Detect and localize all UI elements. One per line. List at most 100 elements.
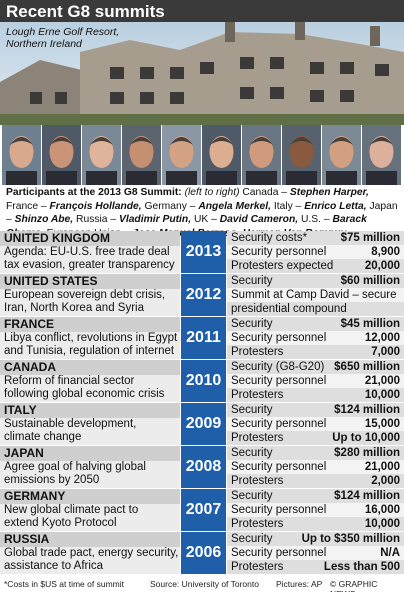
- title: Recent G8 summits: [6, 2, 165, 21]
- summit-row: 2011 FRANCE Libya conflict, revolutions in…: [0, 317, 404, 360]
- year-box: [181, 489, 226, 531]
- portrait: [162, 125, 201, 185]
- security-band: [227, 302, 404, 316]
- agenda-band: [0, 289, 180, 316]
- participant-country: Germany –: [144, 200, 196, 212]
- summit-row: 2008 JAPAN Agree goal of halving global emi…: [0, 446, 404, 489]
- security-band: [227, 245, 404, 259]
- participant-country: Italy –: [273, 200, 302, 212]
- agenda-band: [0, 246, 180, 273]
- security-label: Security personnel: [231, 461, 327, 473]
- summit-row: 2012 UNITED STATES European sovereign debt…: [0, 274, 404, 317]
- caption-line: Lough Erne Golf Resort,: [6, 26, 120, 38]
- security-label: Security personnel: [231, 504, 327, 516]
- agenda-line: Sustainable development,: [4, 418, 137, 430]
- participant-leader: Enrico Letta,: [304, 200, 367, 212]
- security-value: $124 million: [334, 490, 400, 502]
- resort-photo: [0, 22, 404, 125]
- security-value: $124 million: [334, 404, 400, 416]
- year: 2007: [185, 501, 222, 518]
- credit: © GRAPHIC NEWS: [330, 579, 378, 592]
- participants-intro: Participants at the 2013 G8 Summit:: [6, 187, 182, 198]
- year-box: [181, 446, 226, 488]
- security-label: Summit at Camp David – secure: [231, 289, 397, 301]
- country-band: [0, 446, 180, 461]
- security-band: [227, 288, 404, 302]
- country: RUSSIA: [4, 532, 50, 546]
- security-band: [227, 417, 404, 431]
- security-value: Up to $350 million: [301, 533, 400, 545]
- agenda-line: assistance to Africa: [4, 560, 104, 572]
- security-label: Protesters: [231, 346, 284, 358]
- security-band: [227, 474, 404, 488]
- security-value: N/A: [380, 547, 400, 559]
- security-band: [227, 446, 404, 460]
- security-label: Protesters: [231, 475, 284, 487]
- country: UNITED KINGDOM: [4, 231, 110, 245]
- portrait: [122, 125, 161, 185]
- security-band: [227, 374, 404, 388]
- agenda-band: [0, 547, 180, 574]
- security-value: 8,900: [371, 246, 400, 258]
- security-value: $45 million: [340, 318, 400, 330]
- security-value: 10,000: [364, 389, 400, 401]
- security-value: $75 million: [340, 232, 400, 244]
- title-bar: [0, 0, 404, 22]
- portrait: [362, 125, 401, 185]
- security-label: Protesters expected: [231, 260, 334, 272]
- country-band: [0, 231, 180, 246]
- participant-country: Canada –: [242, 187, 288, 198]
- security-label: Protesters: [231, 432, 284, 444]
- agenda-line: Agree goal of halving global: [4, 461, 146, 473]
- security-band: [227, 388, 404, 402]
- agenda-line: emissions by 2050: [4, 474, 100, 486]
- security-label: Security personnel: [231, 547, 327, 559]
- agenda-line: and Tunisia, regulation of internet: [4, 345, 175, 357]
- country-band: [0, 274, 180, 289]
- security-value: Up to 10,000: [332, 432, 400, 444]
- agenda-line: following global economic crisis: [4, 388, 165, 400]
- security-value: $650 million: [334, 361, 400, 373]
- security-value: Less than 500: [323, 561, 400, 573]
- security-band: [227, 360, 404, 374]
- year: 2012: [185, 286, 222, 303]
- security-value: 16,000: [364, 504, 400, 516]
- summit-row: 2006 RUSSIA Global trade pact, energy secu…: [0, 532, 404, 575]
- country: JAPAN: [4, 446, 44, 460]
- security-label: Security: [231, 447, 273, 459]
- security-band: [227, 331, 404, 345]
- country: UNITED STATES: [4, 274, 98, 288]
- year-box: [181, 360, 226, 402]
- agenda-line: Libya conflict, revolutions in Egypt: [4, 332, 178, 344]
- security-band: [227, 503, 404, 517]
- participant-country: U.S. –: [301, 214, 330, 225]
- agenda-line: Iran, North Korea and Syria: [4, 302, 144, 314]
- summit-row: 2013 UNITED KINGDOM Agenda: EU-U.S. free t…: [0, 231, 404, 274]
- security-band: [227, 431, 404, 445]
- summit-row: 2009 ITALY Sustainable development, climate…: [0, 403, 404, 446]
- security-label: Security: [231, 404, 273, 416]
- participant-leader: Shinzo Abe,: [14, 214, 74, 225]
- security-label: Security (G8-G20): [231, 361, 325, 373]
- summit-row: 2007 GERMANY New global climate pact to ext…: [0, 489, 404, 532]
- agenda-line: New global climate pact to: [4, 504, 139, 516]
- country: GERMANY: [4, 489, 66, 503]
- agenda-band: [0, 332, 180, 359]
- security-value: 2,000: [371, 475, 400, 487]
- participant-country: Russia –: [76, 214, 117, 225]
- participant-leader: David Cameron,: [219, 214, 299, 225]
- portrait: [82, 125, 121, 185]
- security-band: [227, 489, 404, 503]
- country-band: [0, 317, 180, 332]
- country-band: [0, 489, 180, 504]
- portrait: [242, 125, 281, 185]
- year: 2010: [185, 372, 222, 389]
- security-band: [227, 231, 404, 245]
- security-label: Security: [231, 318, 273, 330]
- security-band: [227, 546, 404, 560]
- agenda-line: Reform of financial sector: [4, 375, 135, 387]
- security-label: Security personnel: [231, 246, 327, 258]
- security-value: 7,000: [371, 346, 400, 358]
- security-label: Protesters: [231, 518, 284, 530]
